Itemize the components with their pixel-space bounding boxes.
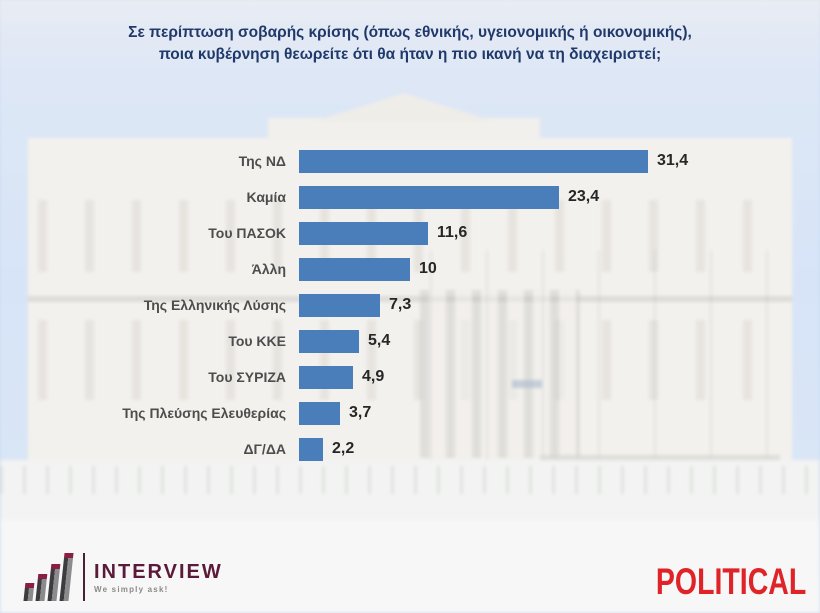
interview-logo: INTERVIEW We simply ask! xyxy=(23,553,223,601)
bar xyxy=(299,329,359,353)
category-label: Άλλη xyxy=(251,261,286,277)
value-label: 2,2 xyxy=(332,440,355,457)
forecourt xyxy=(0,460,820,522)
category-label: Της Πλεύσης Ελευθερίας xyxy=(122,405,286,421)
bar xyxy=(299,365,353,389)
bar xyxy=(299,293,380,317)
chart-row: Καμία 23,4 xyxy=(0,179,760,215)
bar-chart: Της ΝΔ 31,4 Καμία 23,4 Του ΠΑΣΟΚ 11,6 Άλ… xyxy=(0,143,760,467)
interview-logo-text: INTERVIEW xyxy=(94,560,223,583)
category-label: Της Ελληνικής Λύσης xyxy=(143,297,286,313)
category-label: Του ΚΚΕ xyxy=(228,333,286,349)
value-label: 10 xyxy=(419,260,437,277)
chart-row: Της Πλεύσης Ελευθερίας 3,7 xyxy=(0,395,760,431)
bar xyxy=(299,221,428,245)
chart-row: Άλλη 10 xyxy=(0,251,760,287)
value-label: 5,4 xyxy=(368,332,391,349)
value-label: 23,4 xyxy=(568,188,600,205)
chart-row: Του ΣΥΡΙΖΑ 4,9 xyxy=(0,359,760,395)
value-label: 31,4 xyxy=(657,152,689,169)
chart-row: Του ΠΑΣΟΚ 11,6 xyxy=(0,215,760,251)
category-label: Της ΝΔ xyxy=(238,153,286,169)
value-label: 4,9 xyxy=(362,368,385,385)
bar xyxy=(299,257,410,281)
building-pediment xyxy=(312,93,496,122)
category-label: Καμία xyxy=(246,189,286,205)
bar xyxy=(299,185,559,209)
logo-divider xyxy=(83,553,85,601)
building-central-block xyxy=(268,118,540,142)
category-label: ΔΓ/ΔΑ xyxy=(243,441,286,457)
political-logo: POLITICAL xyxy=(655,561,806,602)
interview-tagline: We simply ask! xyxy=(94,584,169,594)
poll-question-title: Σε περίπτωση σοβαρής κρίσης (όπως εθνική… xyxy=(128,24,692,64)
category-label: Του ΠΑΣΟΚ xyxy=(208,225,286,241)
category-label: Του ΣΥΡΙΖΑ xyxy=(208,369,286,385)
chart-row: Της ΝΔ 31,4 xyxy=(0,143,760,179)
chart-row: ΔΓ/ΔΑ 2,2 xyxy=(0,431,760,467)
bar xyxy=(299,437,323,461)
bar xyxy=(299,401,340,425)
value-label: 3,7 xyxy=(349,404,372,421)
chart-row: Της Ελληνικής Λύσης 7,3 xyxy=(0,287,760,323)
value-label: 11,6 xyxy=(437,224,468,241)
bar-chart-icon xyxy=(23,553,76,601)
value-label: 7,3 xyxy=(389,296,412,313)
chart-row: Του ΚΚΕ 5,4 xyxy=(0,323,760,359)
bar xyxy=(299,149,648,173)
